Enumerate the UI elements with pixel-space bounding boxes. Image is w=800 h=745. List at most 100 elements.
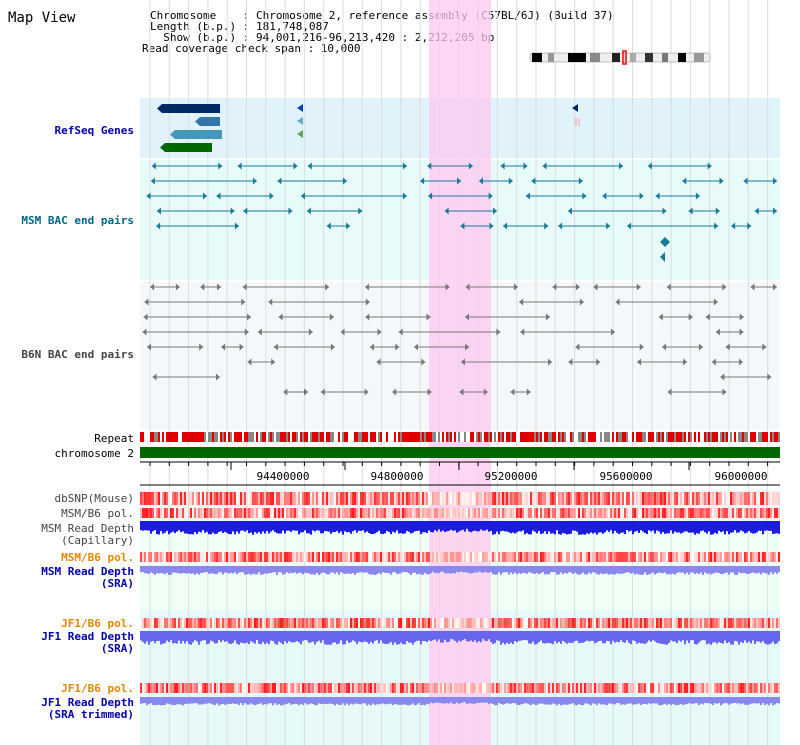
jf1-b6-pol-bin <box>612 618 614 628</box>
b6n-bac-pair-end <box>241 298 246 306</box>
jf1-b6-pol-bin <box>260 618 262 628</box>
ideogram-band <box>630 53 636 62</box>
track-label-jf1-read-depth-trimmed[interactable]: JF1 Read Depth (SRA trimmed) <box>41 696 134 721</box>
jf1-b6-pol-bin <box>500 618 502 628</box>
track-label-msm-read-depth-sra[interactable]: MSM Read Depth (SRA) <box>41 565 134 590</box>
jf1-b6-pol-bin <box>582 618 584 628</box>
msm-b6-pol-bin <box>496 508 498 518</box>
jf1-b6-pol-bin <box>490 618 492 628</box>
msm-b6-pol-bin <box>500 508 502 518</box>
repeat-block <box>548 432 550 442</box>
msm-b6-pol-bin <box>164 508 166 518</box>
jf1-depth-trim-bar <box>770 697 772 704</box>
msm-depth-sra-bar <box>348 566 350 574</box>
jf1-depth-trim-bar <box>362 697 364 704</box>
track-label-chromosome[interactable]: chromosome 2 <box>54 447 134 460</box>
msm-depth-sra-bar <box>534 566 536 574</box>
jf1-depth-sra-bar <box>188 631 190 645</box>
jf1-depth-trim-bar <box>490 697 492 704</box>
msm-bac-pair-end <box>234 222 239 230</box>
jf1-b6-pol-bin <box>370 618 372 628</box>
dbsnp-bin <box>408 492 410 505</box>
msm-b6-pol-bin <box>666 552 668 562</box>
msm-b6-pol-bin <box>488 508 490 518</box>
msm-depth-sra-bar <box>196 566 198 574</box>
track-label-b6n-bac[interactable]: B6N BAC end pairs <box>21 348 134 361</box>
track-label-refseq[interactable]: RefSeq Genes <box>54 124 134 137</box>
jf1-b6-pol-bin <box>306 618 308 628</box>
msm-b6-pol-bin <box>298 552 300 562</box>
jf1-depth-trim-bar <box>756 697 758 704</box>
msm-bac-pair-end <box>714 222 719 230</box>
msm-depth-cap-bar <box>658 521 660 532</box>
track-label-msm-b6-pol-1[interactable]: MSM/B6 pol. <box>61 507 134 520</box>
msm-b6-pol-bin <box>700 508 702 518</box>
jf1-depth-trim-bar <box>762 697 764 704</box>
jf1-b6-pol-bin <box>468 618 470 628</box>
jf1-depth-sra-bar <box>378 631 380 644</box>
msm-b6-pol-bin <box>266 508 268 518</box>
jf1-depth-sra-bar <box>612 631 614 641</box>
jf1-depth-trim-bar <box>760 697 762 706</box>
jf1-b6-pol-bin <box>516 618 518 628</box>
msm-b6-pol-bin <box>396 508 398 518</box>
jf1-b6-pol-bin <box>474 683 476 693</box>
repeat-block <box>722 432 724 442</box>
msm-depth-sra-bar <box>742 566 744 574</box>
jf1-depth-trim-bar <box>292 697 294 705</box>
msm-depth-sra-bar <box>372 566 374 575</box>
dbsnp-bin <box>560 492 562 505</box>
dbsnp-bin <box>704 492 706 505</box>
msm-b6-pol-bin <box>546 552 548 562</box>
jf1-depth-trim-bar <box>398 697 400 705</box>
msm-b6-pol-bin <box>248 552 250 562</box>
msm-depth-cap-bar <box>398 521 400 534</box>
jf1-depth-trim-bar <box>260 697 262 704</box>
msm-b6-pol-bin <box>230 508 232 518</box>
msm-depth-cap-bar <box>272 521 274 531</box>
jf1-b6-pol-bin <box>222 683 224 693</box>
jf1-b6-pol-bin <box>258 618 260 628</box>
jf1-b6-pol-bin <box>498 683 500 693</box>
jf1-depth-sra-bar <box>214 631 216 644</box>
msm-b6-pol-bin <box>702 552 704 562</box>
jf1-b6-pol-bin <box>484 618 486 628</box>
jf1-b6-pol-bin <box>730 683 732 693</box>
jf1-b6-pol-bin <box>662 683 664 693</box>
track-label-msm-b6-pol-2[interactable]: MSM/B6 pol. <box>61 551 134 564</box>
msm-b6-pol-bin <box>710 552 712 562</box>
dbsnp-bin <box>264 492 266 505</box>
msm-depth-cap-bar <box>214 521 216 534</box>
jf1-b6-pol-bin <box>494 683 496 693</box>
jf1-b6-pol-bin <box>262 618 264 628</box>
jf1-depth-sra-bar <box>694 631 696 645</box>
dbsnp-bin <box>524 492 526 505</box>
track-label-jf1-b6-pol-2[interactable]: JF1/B6 pol. <box>61 682 134 695</box>
msm-b6-pol-bin <box>226 508 228 518</box>
b6n-bac-pair-end <box>666 283 671 291</box>
repeat-block <box>716 432 718 442</box>
jf1-depth-trim-bar <box>668 697 670 704</box>
b6n-bac-pair-end <box>421 358 426 366</box>
track-label-dbsnp[interactable]: dbSNP(Mouse) <box>54 492 134 505</box>
jf1-depth-trim-bar <box>654 697 656 704</box>
msm-b6-pol-bin <box>618 508 620 518</box>
msm-depth-cap-bar <box>464 521 466 532</box>
track-label-msm-read-depth-capillary[interactable]: MSM Read Depth (Capillary) <box>41 522 134 547</box>
jf1-depth-trim-bar <box>700 697 702 704</box>
b6n-bac-pair-end <box>552 283 557 291</box>
msm-depth-sra-bar <box>214 566 216 575</box>
msm-depth-sra-bar <box>208 566 210 574</box>
msm-depth-cap-bar <box>390 521 392 535</box>
msm-b6-pol-bin <box>170 508 172 518</box>
jf1-depth-trim-bar <box>532 697 534 704</box>
track-label-repeat[interactable]: Repeat <box>94 432 134 445</box>
msm-b6-pol-bin <box>512 552 514 562</box>
repeat-block <box>772 432 774 442</box>
track-label-jf1-b6-pol-1[interactable]: JF1/B6 pol. <box>61 617 134 630</box>
track-label-jf1-read-depth-sra[interactable]: JF1 Read Depth (SRA) <box>41 630 134 655</box>
msm-depth-sra-bar <box>666 566 668 575</box>
msm-depth-sra-bar <box>532 566 534 574</box>
track-label-msm-bac[interactable]: MSM BAC end pairs <box>21 214 134 227</box>
